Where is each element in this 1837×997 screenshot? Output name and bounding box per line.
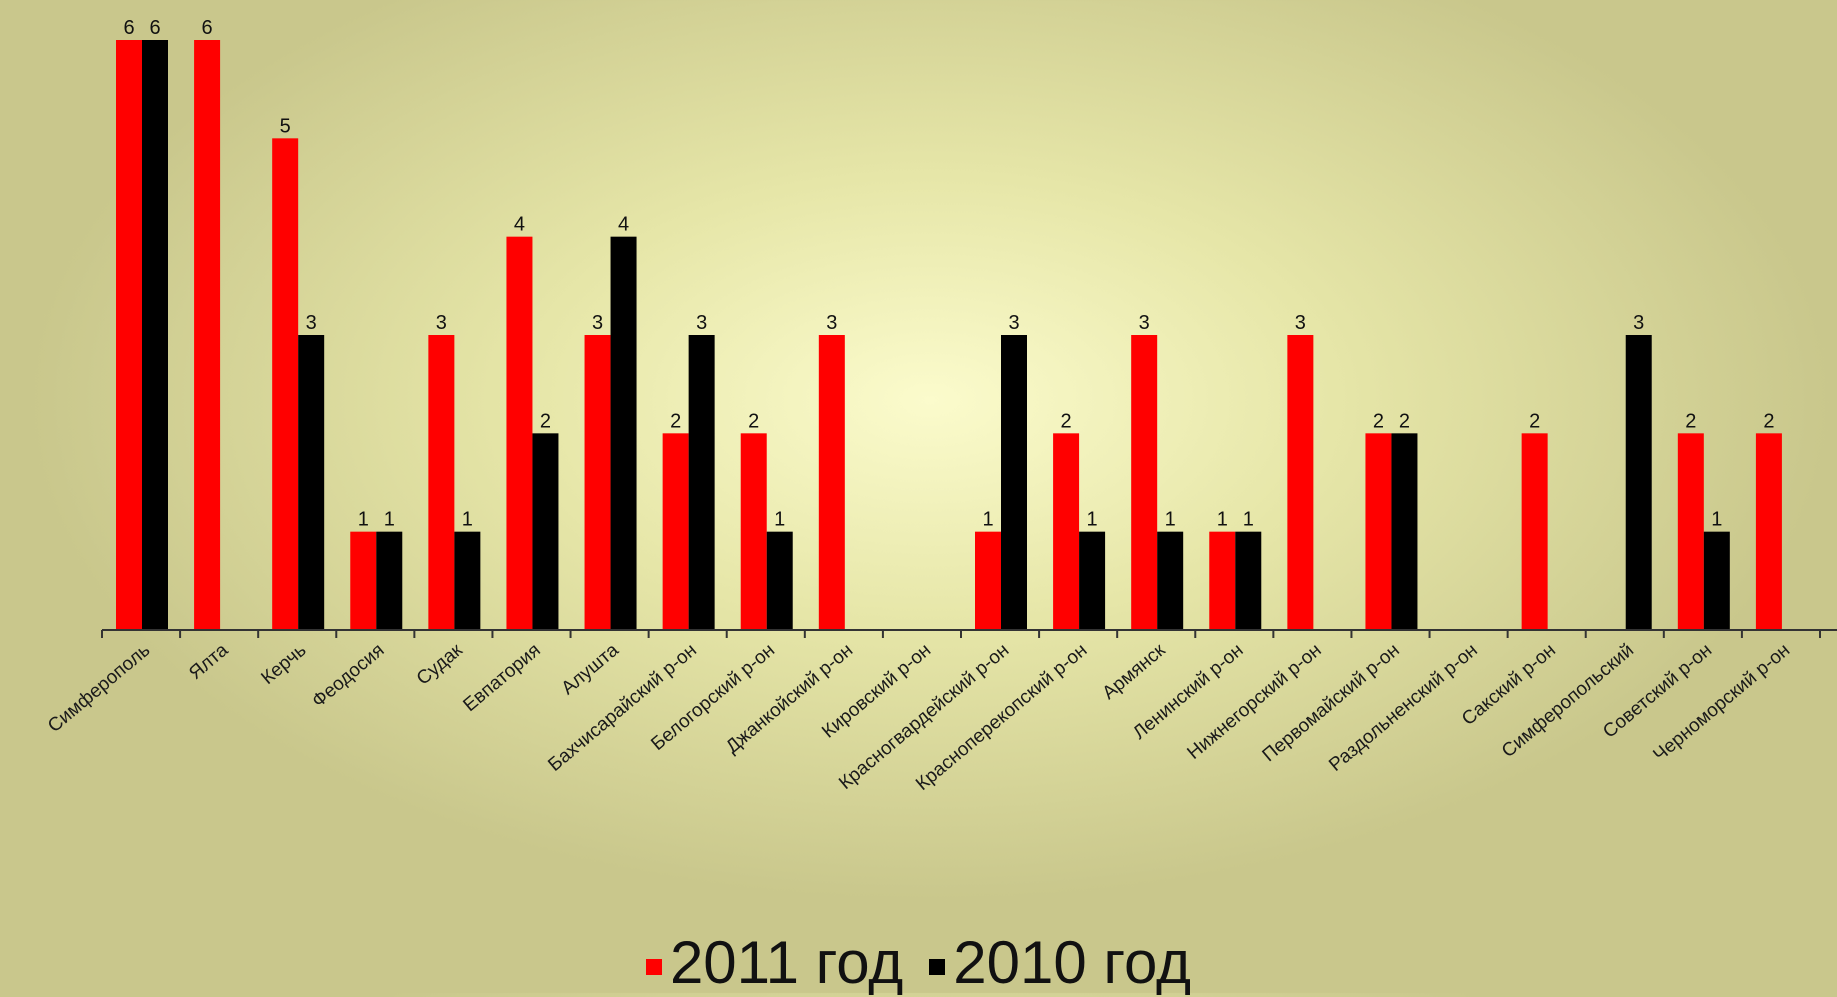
bar-series2-5 [532, 433, 559, 630]
bars-group [116, 40, 1782, 631]
bar-series2-4 [454, 531, 481, 630]
bar-series2-8 [766, 531, 793, 630]
bar-series1-15 [1287, 335, 1314, 630]
data-label: 1 [1165, 509, 1176, 531]
bar-series2-12 [1079, 531, 1106, 630]
data-label: 3 [306, 312, 317, 334]
data-label: 3 [826, 312, 837, 334]
data-label: 3 [436, 312, 447, 334]
x-tick-label: Черноморский р-он [1649, 640, 1794, 766]
data-label: 3 [1139, 312, 1150, 334]
bar-series1-11 [975, 531, 1001, 630]
data-label: 6 [149, 17, 160, 39]
data-label: 1 [358, 509, 369, 531]
data-label: 1 [1711, 509, 1722, 531]
data-label: 4 [618, 214, 629, 236]
bar-series1-12 [1053, 433, 1080, 630]
bar-series1-18 [1521, 433, 1548, 630]
bar-series2-11 [1001, 335, 1027, 630]
legend-swatch [645, 958, 662, 975]
legend-swatch [929, 958, 946, 975]
data-label: 2 [1685, 410, 1696, 432]
bar-series1-16 [1365, 433, 1392, 630]
legend-item-1: 2011 год [645, 928, 904, 997]
data-label: 4 [514, 214, 525, 236]
bar-series1-7 [662, 433, 689, 630]
x-tick-label: Судак [413, 639, 467, 689]
x-tick-label: Ялта [185, 639, 232, 684]
bar-series2-20 [1703, 531, 1730, 630]
bar-series2-3 [376, 531, 403, 630]
data-label: 3 [1008, 312, 1019, 334]
bar-series1-6 [584, 335, 611, 630]
data-label: 2 [1061, 410, 1072, 432]
bar-series1-1 [194, 40, 221, 630]
bar-series1-8 [740, 433, 767, 630]
data-label: 3 [1633, 312, 1644, 334]
data-label: 2 [1373, 410, 1384, 432]
x-tick-label: Раздольненский р-он [1325, 640, 1482, 776]
data-label: 3 [592, 312, 603, 334]
bar-series1-20 [1677, 433, 1704, 630]
data-label: 1 [982, 509, 993, 531]
legend-item-2: 2010 год [929, 928, 1191, 997]
bar-series1-3 [350, 531, 377, 630]
data-label: 2 [748, 410, 759, 432]
bar-series2-7 [688, 335, 715, 630]
data-label: 1 [384, 509, 395, 531]
bar-series1-5 [506, 236, 533, 630]
data-label: 2 [540, 410, 551, 432]
legend: 2011 год 2010 год [0, 928, 1837, 997]
bar-series2-19 [1625, 335, 1652, 630]
bar-series1-4 [428, 335, 455, 630]
x-tick-label: Керчь [257, 640, 310, 689]
legend-label: 2010 год [953, 929, 1192, 996]
x-tick-label: Алушта [558, 639, 624, 699]
data-label: 3 [696, 312, 707, 334]
x-tick-label: Первомайский р-он [1259, 640, 1404, 766]
bar-series2-16 [1391, 433, 1418, 630]
x-tick-label: Евпатория [459, 640, 544, 716]
data-label: 1 [1243, 509, 1254, 531]
bar-series2-14 [1235, 531, 1262, 630]
bar-series2-13 [1157, 531, 1184, 630]
bar-series1-14 [1209, 531, 1236, 630]
data-label: 5 [280, 115, 291, 137]
bar-series1-21 [1755, 433, 1782, 630]
data-label: 6 [202, 17, 213, 39]
bar-series1-2 [272, 138, 299, 631]
data-label: 1 [462, 509, 473, 531]
bar-series1-9 [818, 335, 845, 630]
x-tick-label: Джанкойский р-он [722, 640, 857, 758]
data-label: 2 [1763, 410, 1774, 432]
data-label: 1 [774, 509, 785, 531]
bar-series2-0 [142, 40, 168, 630]
x-tick-label: Армянск [1099, 639, 1170, 704]
x-tick-label: Симферопольский [1498, 640, 1638, 762]
x-tick-label: Симферополь [44, 640, 154, 737]
x-tick-label: Бахчисарайский р-он [544, 640, 701, 776]
data-label: 2 [1399, 410, 1410, 432]
data-label: 1 [1217, 509, 1228, 531]
data-label: 2 [1529, 410, 1540, 432]
data-label: 3 [1295, 312, 1306, 334]
x-tick-label: Нижнегорский р-он [1183, 640, 1325, 764]
bar-series2-6 [610, 236, 637, 630]
x-axis [101, 629, 1837, 638]
bar-series1-0 [116, 40, 142, 630]
data-label: 6 [123, 17, 134, 39]
data-label: 2 [670, 410, 681, 432]
data-label: 1 [1087, 509, 1098, 531]
x-tick-label: Феодосия [308, 640, 388, 712]
bar-series1-13 [1131, 335, 1158, 630]
legend-label: 2011 год [669, 929, 904, 996]
bar-series2-2 [298, 335, 325, 630]
